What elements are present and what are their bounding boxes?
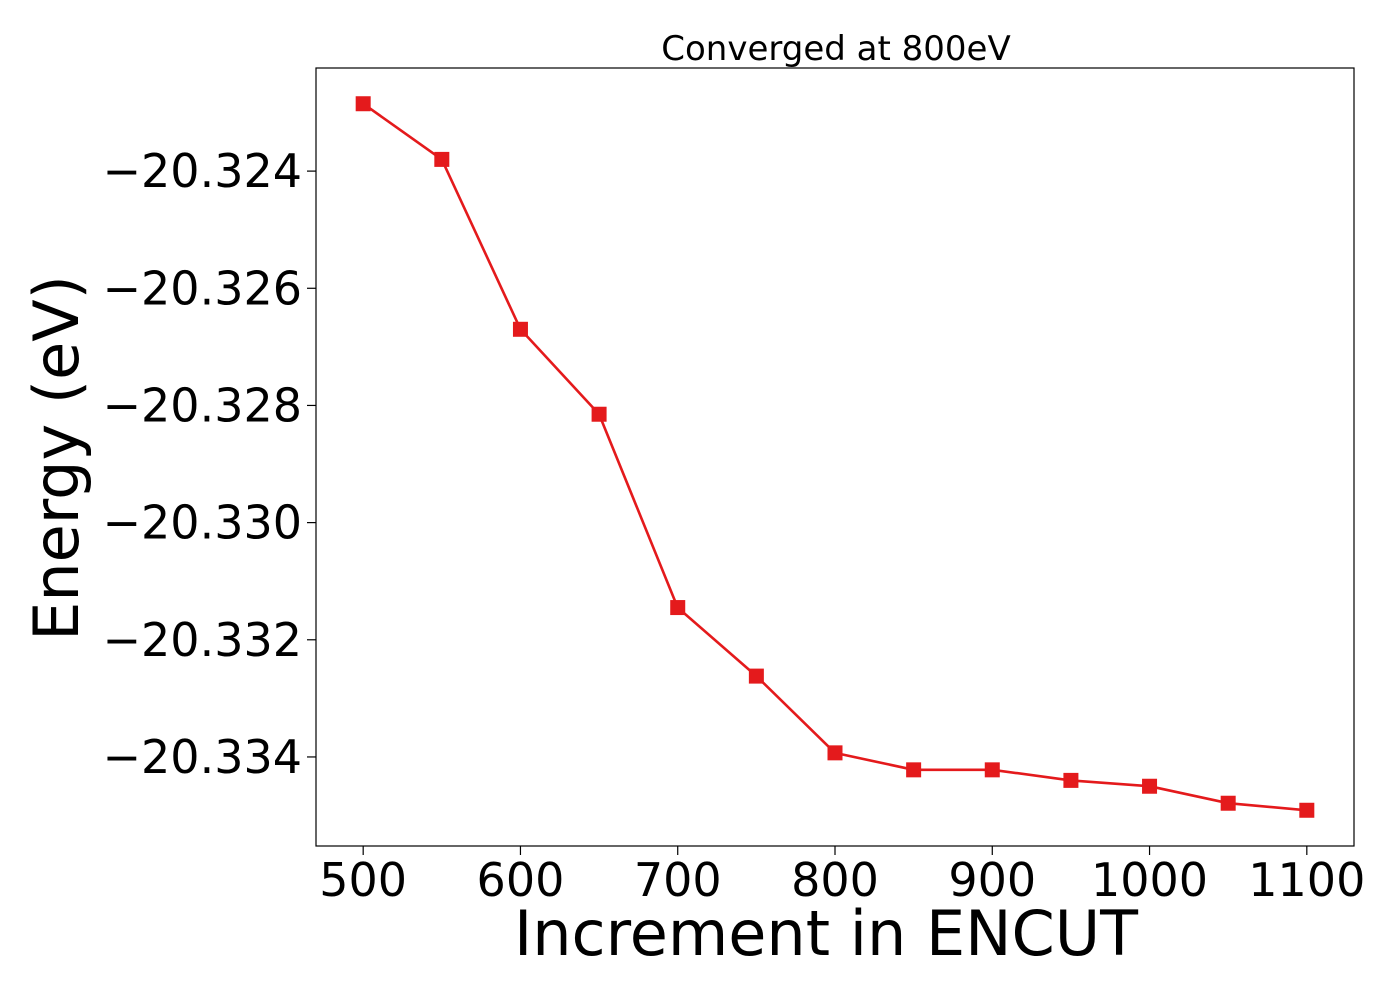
data-point-marker [1299, 802, 1315, 818]
data-point-marker [1220, 795, 1236, 811]
y-tick-label: −20.334 [103, 730, 303, 784]
data-point-marker [434, 151, 450, 167]
x-axis-title: Increment in ENCUT [514, 897, 1139, 970]
data-point-marker [512, 321, 528, 337]
data-point-marker [748, 668, 764, 684]
x-tick-label: 700 [634, 853, 722, 907]
y-tick-label: −20.332 [103, 613, 303, 667]
y-axis-title: Energy (eV) [20, 275, 93, 641]
data-point-marker [1142, 778, 1158, 794]
data-point-marker [1063, 772, 1079, 788]
x-tick-label: 900 [948, 853, 1036, 907]
x-tick-label: 1000 [1091, 853, 1208, 907]
plot-area: 500 600 700 800 900 1000 1100 −20.324 −20.326 −20… [103, 67, 1365, 907]
y-tick-label: −20.330 [103, 496, 303, 550]
y-tick-label: −20.324 [103, 144, 303, 198]
x-tick-label: 600 [477, 853, 565, 907]
data-point-marker [355, 96, 371, 112]
x-tick-label: 800 [791, 853, 879, 907]
chart-title: Converged at 800eV [661, 29, 1010, 69]
data-point-marker [906, 762, 922, 778]
series-line [362, 102, 1307, 812]
plot-frame [315, 67, 1355, 847]
y-tick-label: −20.326 [103, 261, 303, 315]
x-tick-label: 500 [319, 853, 407, 907]
data-point-marker [670, 600, 686, 616]
x-tick-label: 1100 [1248, 853, 1365, 907]
data-point-marker [591, 406, 607, 422]
data-point-marker [984, 762, 1000, 778]
data-point-marker [827, 745, 843, 761]
y-tick-label: −20.328 [103, 378, 303, 432]
